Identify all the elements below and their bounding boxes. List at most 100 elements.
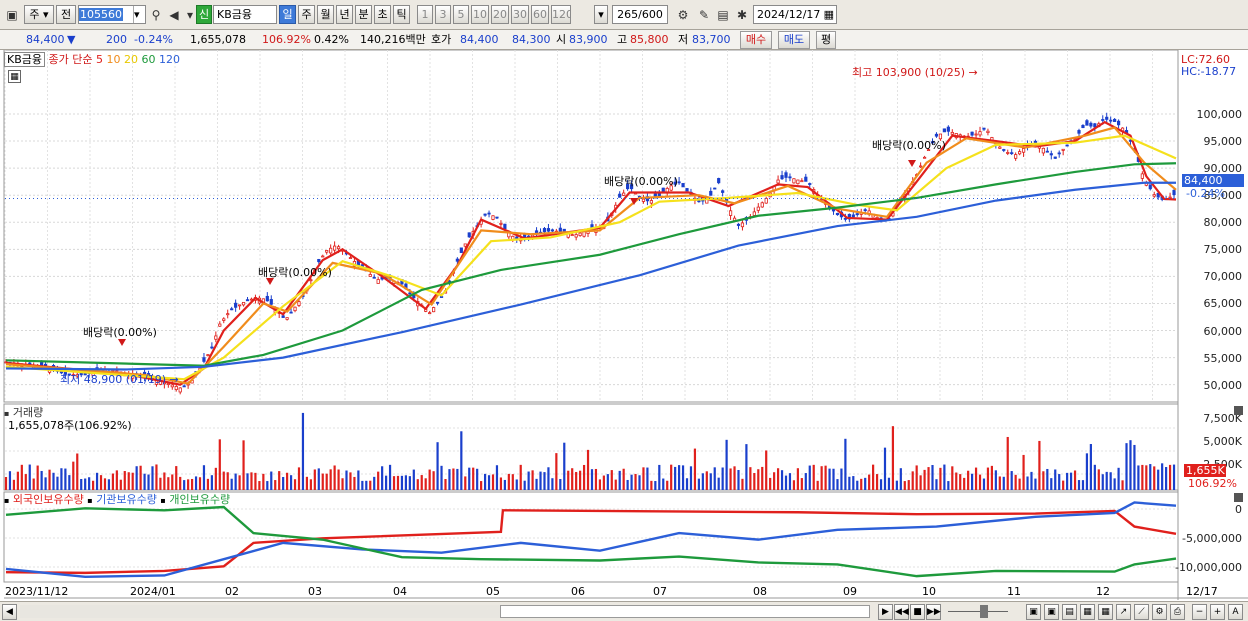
volume-bar [84,478,87,490]
trendline-icon[interactable]: ⟋ [1134,604,1149,620]
calendar-icon[interactable]: ▦ [823,8,834,21]
pane-close-icon[interactable] [1234,406,1243,415]
candle-body [1021,148,1026,153]
save-icon[interactable]: ▤ [717,8,729,22]
stock-code-input[interactable]: 105560 ▾ [78,5,146,24]
settings-icon[interactable]: ⚙ [1152,604,1167,620]
volume-bar [254,472,257,490]
chart-window-icon[interactable]: ▣ [6,8,18,22]
volume-bar [396,475,400,490]
indicator-icon[interactable]: ⚙ [677,8,689,22]
code-dropdown-icon[interactable]: ▾ [133,6,145,23]
candle-body [677,181,681,184]
volume-bar [416,479,419,490]
gear-icon[interactable]: ✱ [736,8,748,22]
volume-bar [642,467,645,490]
zoom-out-icon[interactable]: − [1192,604,1207,620]
volume-bar [575,471,578,490]
volume-bar [282,476,285,490]
volume-bar [555,453,558,490]
data-table-icon[interactable]: ▦ [8,70,21,83]
sell-button[interactable]: 매도 [778,31,810,49]
search-icon[interactable]: ⚲ [151,8,161,22]
print-icon[interactable]: ⎙ [1170,604,1185,620]
period-button[interactable]: 주 [298,5,315,24]
candle-body [1148,184,1152,190]
interval-button[interactable]: 20 [491,5,509,24]
low-price: 83,700 [692,33,731,46]
volume-bar [487,475,491,490]
prev-button[interactable]: 전 [56,5,76,24]
volume-bar [598,479,602,490]
candle-body [998,146,1002,149]
chart-area[interactable]: KB금융 종가 단순 5 10 20 60 120 ▦ LC:72.60 HC:… [0,50,1248,601]
volume-bar [452,468,455,490]
interval-button[interactable]: 10 [471,5,489,24]
interval-button[interactable]: 30 [511,5,529,24]
play-button[interactable]: ▶▶ [926,604,941,620]
period-button[interactable]: 초 [374,5,391,24]
period-button[interactable]: 분 [355,5,372,24]
chart-scrollbar[interactable]: ◀ ▶ ◀◀ ■ ▶▶ ▣ ▣ ▤ ▦ ▦ ↗ ⟋ ⚙ ⎙ − + A [0,601,1248,621]
interval-button[interactable]: 120 [551,5,571,24]
copy-icon[interactable]: ▤ [1062,604,1077,620]
volume-bar [670,464,673,490]
period-button[interactable]: 틱 [393,5,410,24]
volume-bar [503,479,506,490]
candle-body [1093,123,1097,128]
date-field[interactable]: 2024/12/17 ▦ [753,5,837,24]
scroll-left-button[interactable]: ◀ [2,604,17,620]
speaker-icon[interactable]: ◀ [169,8,179,22]
text-tool-icon[interactable]: A [1228,604,1243,620]
buy-button[interactable]: 매수 [740,31,772,49]
volume-bar [887,477,891,490]
grid-icon[interactable]: ▦ [1098,604,1113,620]
volume-bar [107,479,111,490]
volume-bar [238,475,241,490]
candle-body [808,183,812,185]
period-button[interactable]: 월 [317,5,334,24]
draw-tool-icon[interactable]: ✎ [698,8,710,22]
interval-button[interactable]: 1 [417,5,433,24]
volume-bar [895,480,898,490]
interval-button[interactable]: 60 [531,5,549,24]
period-dropdown[interactable]: 주 ▾ [24,5,54,24]
interval-button[interactable]: 5 [453,5,469,24]
scroll-right-button[interactable]: ▶ [878,604,893,620]
bar-count-field[interactable]: 265/600 [612,5,668,24]
stop-button[interactable]: ■ [910,604,925,620]
balance-button[interactable]: 평 [816,31,836,49]
pane-close-icon[interactable] [1234,493,1243,502]
scroll-track[interactable] [20,605,500,618]
interval-dropdown[interactable]: ▾ [594,5,608,24]
volume-bar [994,470,997,490]
period-button[interactable]: 년 [336,5,353,24]
volume-bar [590,469,594,490]
chart-canvas[interactable] [0,50,1248,601]
trend-icon[interactable]: ↗ [1116,604,1131,620]
zoom-slider-handle[interactable] [980,605,988,618]
candle-body [230,308,234,311]
interval-button[interactable]: 3 [435,5,451,24]
rewind-button[interactable]: ◀◀ [894,604,909,620]
layout-icon[interactable]: ▦ [1080,604,1095,620]
chevron-down-icon[interactable]: ▾ [186,8,194,22]
candle-body [222,318,226,321]
stock-name-field[interactable]: KB금융 [213,5,277,24]
overlay-icon[interactable]: ▣ [1044,604,1059,620]
zoom-in-icon[interactable]: + [1210,604,1225,620]
holdings-line-1 [5,501,1177,578]
scroll-thumb[interactable] [500,605,870,618]
volume-bar [864,477,867,490]
zoom-track[interactable] [948,605,1008,618]
volume-bar [658,464,661,490]
volume-bar [361,480,364,490]
period-button[interactable]: 일 [279,5,296,24]
candle-body [463,243,467,247]
compare-icon[interactable]: ▣ [1026,604,1041,620]
volume-bar [408,476,411,490]
high-label: 고 [617,33,628,46]
volume-bar [729,468,732,490]
volume-bar [1034,478,1037,490]
legend-stock-name[interactable]: KB금융 [4,52,45,67]
